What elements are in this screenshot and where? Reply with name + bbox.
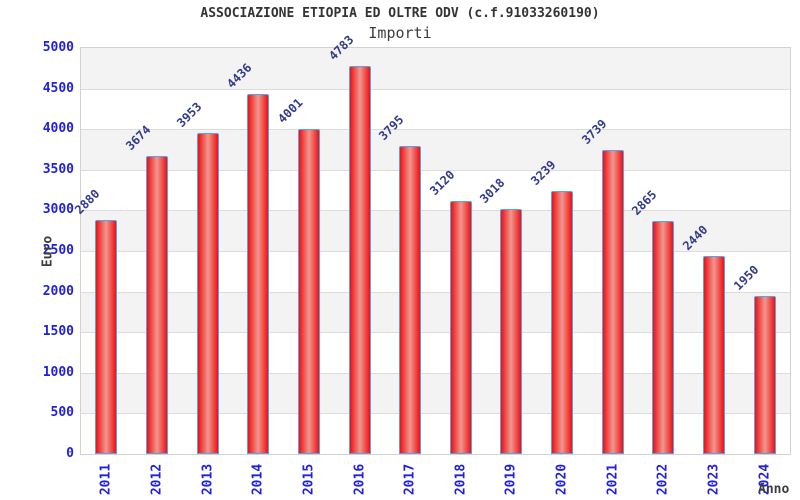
y-tick-label: 4500 [42, 80, 74, 96]
x-tick-label: 2015 [301, 463, 317, 496]
bar-2019 [500, 209, 522, 454]
x-tick-label: 2017 [402, 463, 418, 496]
bar-2018 [450, 201, 472, 454]
plot-area: 2880 3674 3953 4436 4001 4783 3795 3120 3018 3239… [72, 33, 791, 455]
y-axis-title: Euro [40, 235, 56, 268]
bar-2013 [197, 133, 219, 454]
x-tick-label: 2021 [605, 463, 621, 496]
x-tick-label: 2023 [706, 463, 722, 496]
bar-2023 [703, 256, 725, 454]
x-tick-label: 2013 [200, 463, 216, 496]
bar-2015 [298, 129, 320, 454]
plot-band [81, 251, 790, 292]
x-tick-label: 2022 [655, 463, 671, 496]
bar-2012 [146, 156, 168, 454]
x-tick-label: 2016 [352, 463, 368, 496]
y-tick-label: 5000 [42, 40, 74, 55]
plot-band [81, 129, 790, 170]
bar-2024 [754, 296, 776, 454]
chart-subtitle: Importi [368, 24, 432, 42]
y-tick-label: 3500 [42, 161, 74, 177]
gridline [81, 210, 790, 212]
plot-band [81, 332, 790, 373]
bar-2011 [95, 220, 117, 454]
gridline [81, 291, 790, 293]
plot-band [81, 291, 790, 333]
bar-2016 [349, 66, 371, 454]
gridline [81, 169, 790, 171]
x-tick-label: 2020 [554, 463, 570, 496]
x-tick-label: 2011 [98, 463, 114, 496]
gridline [81, 129, 790, 131]
plot-band [81, 372, 790, 414]
x-tick-label: 2014 [250, 463, 266, 496]
gridline [81, 332, 790, 334]
x-tick-label: 2018 [453, 463, 469, 496]
y-tick-label: 2000 [42, 283, 74, 299]
gridline [81, 88, 790, 90]
plot-band [81, 88, 790, 130]
y-tick-label: 0 [66, 446, 74, 461]
y-tick-label: 4000 [42, 121, 74, 137]
y-tick-label: 500 [50, 405, 74, 421]
bar-2021 [602, 150, 624, 454]
bar-2022 [652, 221, 674, 454]
bar-2017 [399, 146, 421, 454]
y-tick-label: 3000 [42, 202, 74, 218]
y-tick-label: 2500 [42, 243, 74, 258]
x-tick-label: 2019 [503, 463, 519, 496]
y-tick-label: 1000 [42, 364, 74, 380]
gridline [81, 413, 790, 415]
x-tick-label: 2012 [149, 463, 165, 496]
plot-band [81, 413, 790, 454]
gridline [81, 251, 790, 252]
bar-2020 [551, 191, 573, 454]
bar-2014 [247, 94, 269, 454]
gridline [81, 372, 790, 374]
plot-band [81, 48, 790, 89]
y-tick-label: 1500 [42, 324, 74, 340]
chart-title: ASSOCIAZIONE ETIOPIA ED OLTRE ODV (c.f.9… [200, 6, 600, 21]
x-axis-title: Anno [758, 482, 790, 497]
